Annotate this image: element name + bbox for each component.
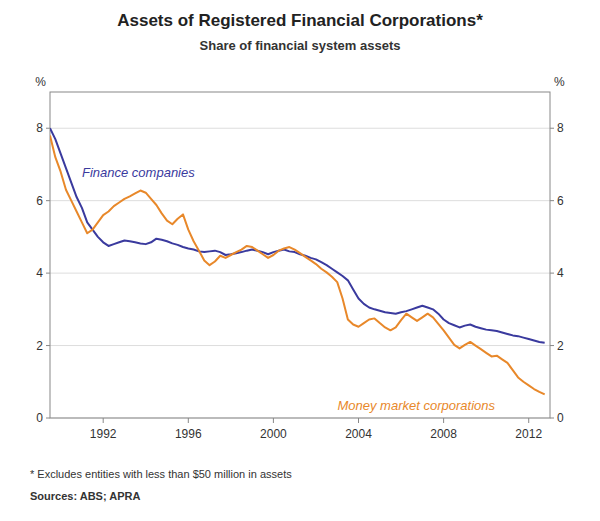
x-tick-label: 2012 xyxy=(515,427,542,441)
y2-tick-label: 2 xyxy=(557,339,564,353)
x-tick xyxy=(443,418,444,423)
title: Assets of Registered Financial Corporati… xyxy=(117,11,483,30)
y-tick-label: 4 xyxy=(36,266,43,280)
grid-line xyxy=(50,273,550,274)
grid xyxy=(50,128,550,418)
y2-tick xyxy=(550,418,554,419)
series-label: Finance companies xyxy=(82,165,195,180)
y-tick-label: 0 xyxy=(36,411,43,425)
footnote: * Excludes entities with less than $50 m… xyxy=(30,468,292,480)
footnotes: * Excludes entities with less than $50 m… xyxy=(30,468,292,502)
y2-tick xyxy=(550,273,554,274)
background xyxy=(0,0,600,521)
y-tick xyxy=(46,345,50,346)
x-tick-label: 2008 xyxy=(430,427,457,441)
grid-line xyxy=(50,128,550,129)
y2-tick-label: 4 xyxy=(557,266,564,280)
chart: Assets of Registered Financial Corporati… xyxy=(0,0,600,521)
x-tick-label: 2000 xyxy=(260,427,287,441)
y2-axis: 0 2 4 6 8% xyxy=(550,75,565,425)
y-tick xyxy=(46,273,50,274)
y2-axis-label: % xyxy=(554,75,565,89)
x-tick-label: 2004 xyxy=(345,427,372,441)
subtitle: Share of financial system assets xyxy=(200,38,401,53)
lines xyxy=(50,128,545,394)
x-tick-label: 1996 xyxy=(175,427,202,441)
y2-tick-label: 8 xyxy=(557,121,564,135)
y2-tick-label: 6 xyxy=(557,194,564,208)
y-tick-label: 6 xyxy=(36,194,43,208)
y-axis-label: % xyxy=(35,75,46,89)
x-tick xyxy=(103,418,104,423)
x-axis: 1992 1996 2000 2004 2008 2012 xyxy=(90,418,543,441)
x-tick xyxy=(273,418,274,423)
footnote: Sources: ABS; APRA xyxy=(30,490,140,502)
x-tick xyxy=(528,418,529,423)
series-labels: Finance companies Money market corporatio… xyxy=(82,165,495,413)
y2-tick xyxy=(550,128,554,129)
plot-frame xyxy=(50,92,550,418)
y2-tick-label: 0 xyxy=(557,411,564,425)
y2-tick xyxy=(550,345,554,346)
y-tick xyxy=(46,418,50,419)
x-tick xyxy=(188,418,189,423)
y-axis: 0 2 4 6 8% xyxy=(35,75,50,425)
series-line xyxy=(50,135,545,394)
y2-tick xyxy=(550,200,554,201)
series-label: Money market corporations xyxy=(337,398,495,413)
series-line xyxy=(50,128,545,342)
y-tick xyxy=(46,128,50,129)
x-tick xyxy=(358,418,359,423)
x-tick-label: 1992 xyxy=(90,427,117,441)
y-tick-label: 8 xyxy=(36,121,43,135)
y-tick xyxy=(46,200,50,201)
grid-line xyxy=(50,200,550,201)
y-tick-label: 2 xyxy=(36,339,43,353)
